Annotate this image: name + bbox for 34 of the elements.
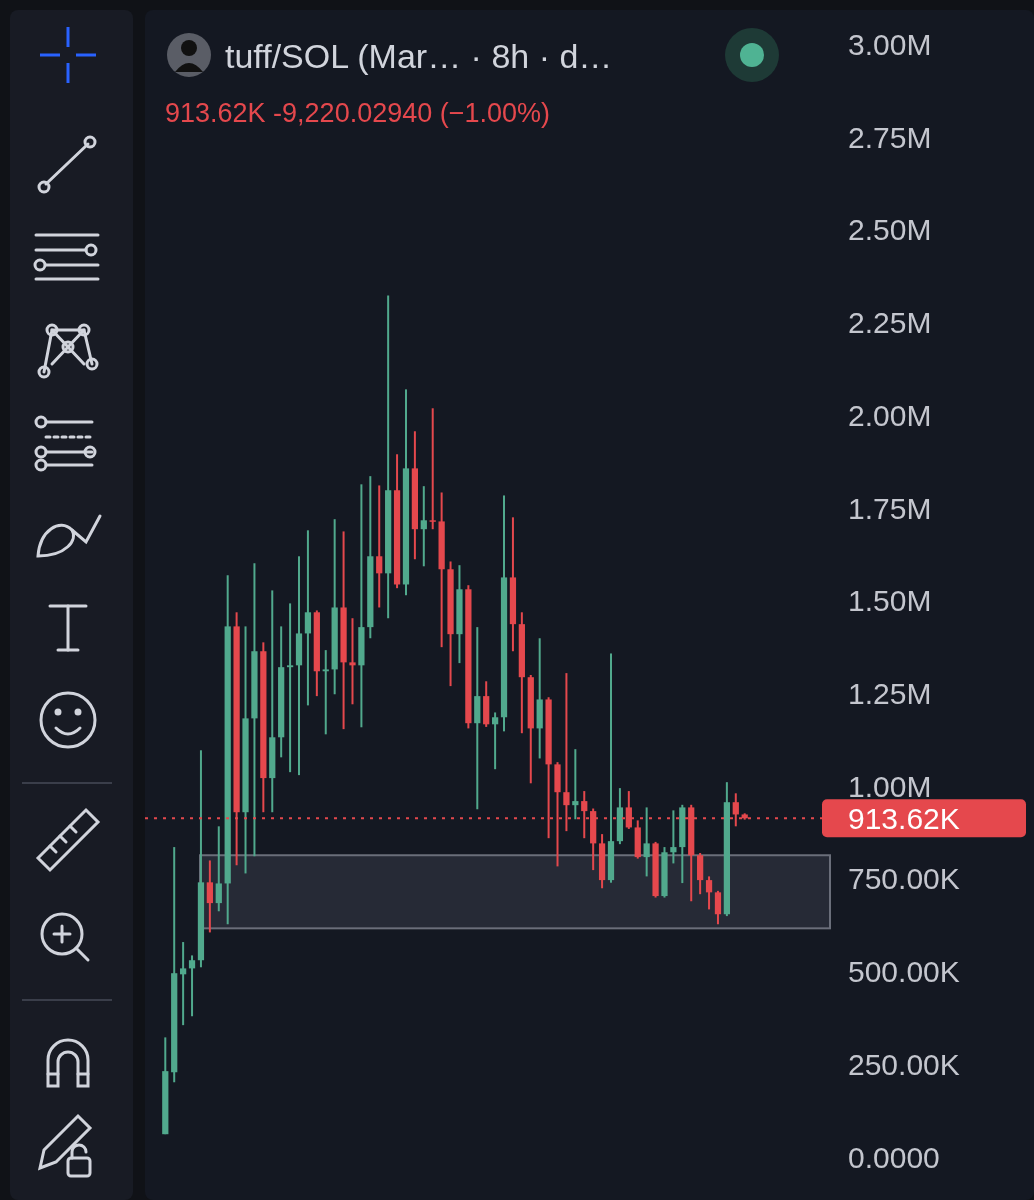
y-tick-label: 750.00K	[848, 862, 960, 896]
y-tick-label: 1.75M	[848, 491, 932, 525]
y-tick-label: 2.25M	[848, 306, 932, 340]
y-tick-label: 250.00K	[848, 1047, 960, 1081]
text: 913.62K -9,220.02940 (−1.00%)	[165, 98, 551, 128]
candlestick	[429, 407, 436, 531]
y-tick-label: 2.75M	[848, 120, 932, 154]
candlestick	[491, 711, 499, 771]
candlestick	[643, 806, 650, 878]
candlestick	[322, 649, 329, 736]
candlestick	[286, 602, 294, 774]
candlestick	[206, 859, 213, 934]
candlestick	[215, 825, 222, 913]
text: tuff/SOL (Mar… · 8h · d…	[225, 37, 613, 75]
candlestick	[304, 529, 312, 707]
ref-line-label: 913.62K	[848, 802, 960, 836]
y-tick-label: 1.50M	[848, 584, 932, 618]
candlestick	[732, 792, 739, 828]
candlestick	[349, 617, 356, 706]
candlestick	[376, 484, 383, 609]
candlestick	[572, 748, 579, 821]
y-tick-label: 2.50M	[848, 213, 932, 247]
candlestick	[670, 809, 677, 865]
y-tick-label: 500.00K	[848, 955, 960, 989]
y-tick-label: 0.0000	[848, 1140, 940, 1174]
y-tick-label: 1.00M	[848, 769, 932, 803]
y-tick-label: 2.00M	[848, 398, 932, 432]
candlestick	[714, 889, 722, 926]
candlestick	[188, 954, 196, 1018]
candlestick	[705, 875, 713, 911]
candlestick	[180, 941, 187, 1027]
y-tick-label: 1.25M	[848, 677, 932, 711]
candlestick	[420, 485, 427, 568]
y-tick-label: 3.00M	[848, 27, 932, 61]
